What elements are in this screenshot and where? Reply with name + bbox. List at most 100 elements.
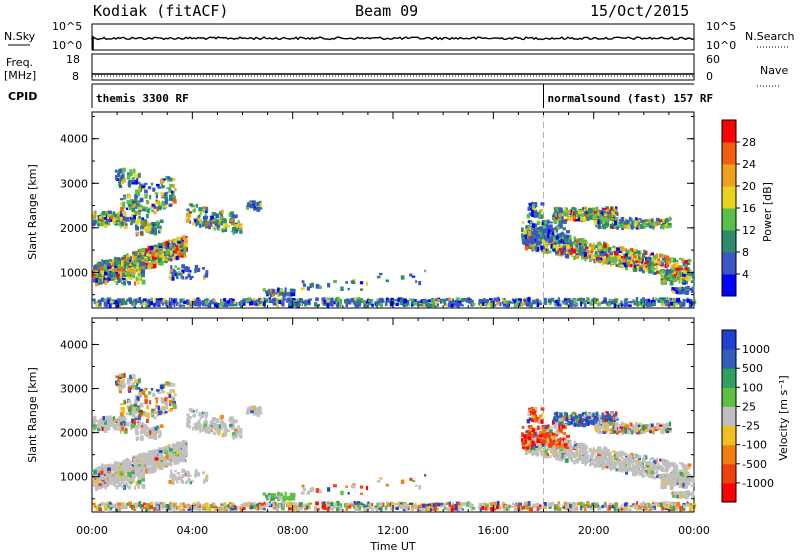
power-cell [627, 301, 632, 304]
power-cell [242, 298, 246, 304]
power-cell [627, 258, 631, 264]
power-cell [204, 298, 209, 302]
power-cell [121, 221, 124, 227]
velocity-cell [171, 395, 173, 399]
power-cell [532, 236, 535, 241]
velocity-cell [120, 418, 123, 422]
power-cell [145, 223, 150, 226]
power-cell [194, 264, 198, 269]
velocity-cell [139, 412, 143, 415]
power-cell [583, 210, 587, 214]
power-cell [137, 211, 141, 216]
velocity-cell [213, 417, 217, 421]
velocity-cell [220, 414, 224, 419]
power-cell [150, 264, 155, 268]
power-cell [597, 216, 600, 220]
velocity-cell [104, 467, 109, 470]
power-cell [562, 239, 566, 244]
velocity-cell [151, 408, 155, 412]
velocity-cell [155, 399, 158, 404]
velocity-cell [92, 477, 95, 482]
power-cell [149, 225, 152, 231]
velocity-cell [169, 462, 173, 466]
velocity-cell [258, 412, 263, 415]
power-cell [450, 300, 454, 306]
velocity-cell [121, 468, 124, 472]
velocity-cell [168, 450, 172, 455]
power-cell [109, 217, 113, 222]
power-cell [125, 278, 129, 283]
power-cell [673, 258, 677, 262]
power-cell [102, 260, 107, 265]
velocity-cell [218, 424, 221, 429]
power-colorbar-cell-3 [722, 208, 736, 231]
power-cell [174, 242, 178, 247]
power-cell [574, 207, 577, 212]
power-cell [436, 298, 440, 303]
power-cell [674, 264, 678, 268]
power-cell [604, 298, 607, 301]
power-cell [376, 303, 379, 308]
power-cell [197, 214, 201, 218]
power-cell [664, 300, 669, 304]
power-cell [272, 302, 277, 306]
velocity-cell [147, 450, 152, 455]
velocity-cell [232, 435, 235, 440]
velocity-cell [118, 474, 122, 478]
power-cell [192, 209, 195, 213]
power-cell [569, 216, 573, 220]
velocity-cell [118, 374, 122, 378]
velocity-cell [146, 426, 149, 430]
velocity-cell [145, 456, 149, 461]
power-cell [120, 213, 123, 217]
power-cell [138, 215, 141, 221]
power-cell [677, 273, 681, 278]
velocity-cell [133, 403, 137, 407]
power-cell [106, 219, 110, 223]
power-cell [522, 239, 526, 245]
power-cell [479, 298, 484, 304]
power-cell [547, 242, 551, 246]
power-cell [590, 246, 595, 252]
velocity-cell [206, 430, 210, 434]
velocity-cell [169, 399, 173, 405]
power-cell [548, 221, 553, 224]
power-cell [228, 300, 231, 303]
power-cell [545, 227, 550, 232]
power-cell [232, 219, 235, 225]
power-cell [211, 301, 215, 304]
velocity-cell [164, 405, 168, 410]
power-cell [584, 303, 587, 308]
power-cell [544, 235, 547, 241]
power-cell [563, 249, 566, 255]
power-cell [581, 251, 585, 255]
power-ytick-label-0: 1000 [60, 266, 88, 279]
velocity-cell [169, 448, 173, 452]
power-cell [655, 221, 660, 224]
power-cell [682, 300, 686, 305]
power-cell [680, 274, 683, 278]
velocity-cell [98, 471, 101, 475]
power-cell [144, 193, 148, 199]
power-cell [156, 183, 160, 187]
power-cell [548, 238, 553, 243]
velocity-cell [166, 396, 169, 400]
power-cell [258, 207, 263, 210]
power-cell [674, 303, 678, 307]
power-cell [602, 256, 606, 260]
power-cell [591, 298, 595, 302]
nsky-tick-top: 10^5 [52, 20, 82, 33]
power-cell [607, 255, 611, 260]
power-cell [643, 249, 646, 255]
power-cell [582, 207, 586, 210]
power-cell [135, 231, 140, 236]
power-cell [586, 252, 590, 258]
velocity-cell [223, 430, 226, 435]
velocity-cell [158, 450, 163, 453]
velocity-cell [96, 483, 100, 488]
nsky-trace [91, 36, 695, 50]
velocity-cell [114, 375, 118, 379]
power-cell [547, 219, 550, 224]
velocity-cell [93, 415, 96, 421]
nave-label: Nave [760, 64, 788, 77]
